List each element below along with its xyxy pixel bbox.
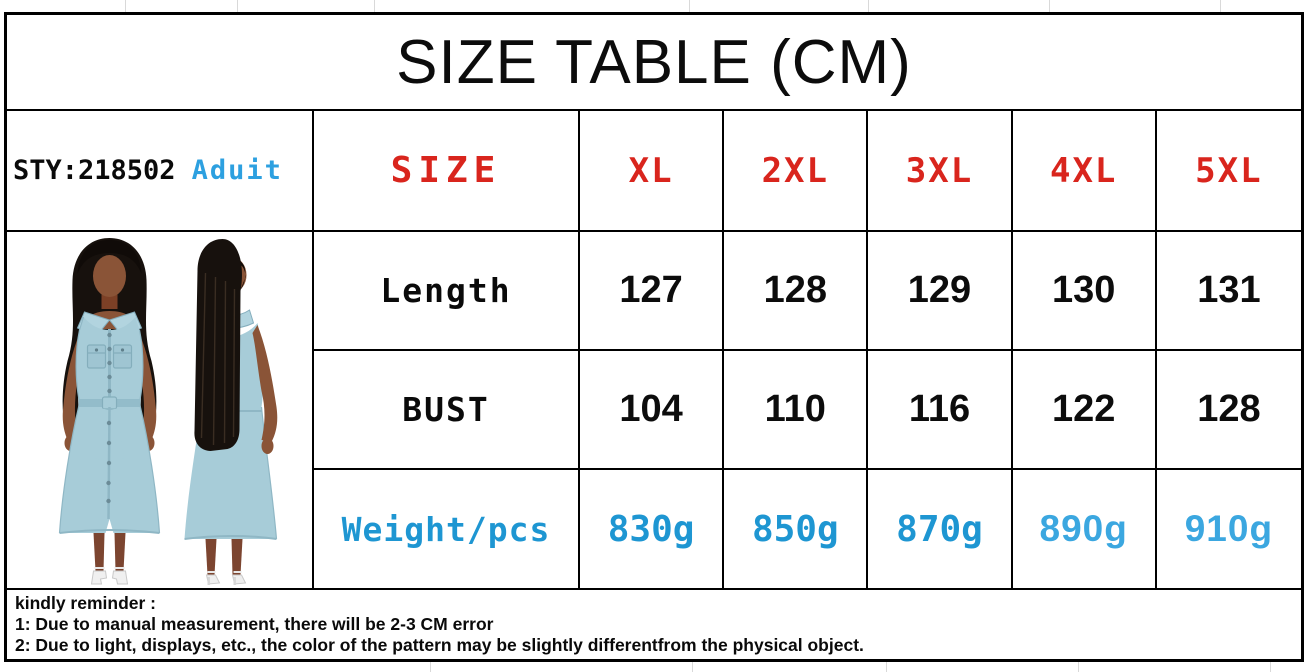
- length-5xl: 131: [1156, 232, 1301, 351]
- product-image: [58, 238, 278, 585]
- bust-4xl: 122: [1012, 351, 1157, 470]
- weight-3xl: 870g: [868, 470, 1013, 590]
- weight-5xl: 910g: [1156, 470, 1301, 590]
- model-front: [58, 238, 161, 585]
- background-gridline: [1049, 0, 1050, 12]
- column-header-3xl: 3XL: [868, 111, 1013, 232]
- background-gridline: [886, 662, 887, 672]
- row-label-length: Length: [314, 232, 580, 351]
- background-gridline: [689, 0, 690, 12]
- background-gridline: [868, 0, 869, 12]
- background-gridline: [125, 0, 126, 12]
- bust-5xl: 128: [1156, 351, 1301, 470]
- column-header-5xl: 5XL: [1156, 111, 1301, 232]
- size-table: SIZE TABLE (CM) STY:218502 Aduit SIZE XL…: [4, 12, 1304, 662]
- background-gridline: [374, 0, 375, 12]
- product-image-cell: [7, 232, 314, 590]
- table-title-cell: SIZE TABLE (CM): [7, 15, 1301, 111]
- reminder-note-2: 2: Due to light, displays, etc., the col…: [15, 635, 864, 655]
- column-header-size: SIZE: [314, 111, 580, 232]
- background-gridline: [1078, 662, 1079, 672]
- bust-2xl: 110: [724, 351, 869, 470]
- weight-4xl: 890g: [1012, 470, 1157, 590]
- length-4xl: 130: [1012, 232, 1157, 351]
- background-gridline: [1270, 662, 1271, 672]
- background-gridline: [430, 662, 431, 672]
- length-2xl: 128: [724, 232, 869, 351]
- background-gridline: [692, 662, 693, 672]
- bust-3xl: 116: [868, 351, 1013, 470]
- reminder-title: kindly reminder :: [15, 593, 157, 613]
- style-number-cell: STY:218502 Aduit: [7, 111, 314, 232]
- audience-label: Aduit: [191, 155, 283, 186]
- style-number: STY:218502: [13, 155, 176, 186]
- length-3xl: 129: [868, 232, 1013, 351]
- bust-xl: 104: [580, 351, 725, 470]
- length-xl: 127: [580, 232, 725, 351]
- reminder-note-1: 1: Due to manual measurement, there will…: [15, 614, 494, 634]
- column-header-2xl: 2XL: [724, 111, 869, 232]
- page-title: SIZE TABLE (CM): [396, 27, 912, 97]
- column-header-xl: XL: [580, 111, 725, 232]
- background-gridline: [1220, 0, 1221, 12]
- reminder-notes: kindly reminder : 1: Due to manual measu…: [7, 590, 1301, 659]
- row-label-weight: Weight/pcs: [314, 470, 580, 590]
- weight-2xl: 850g: [724, 470, 869, 590]
- background-gridline: [237, 0, 238, 12]
- column-header-4xl: 4XL: [1012, 111, 1157, 232]
- weight-xl: 830g: [580, 470, 725, 590]
- model-back: [184, 239, 278, 585]
- row-label-bust: BUST: [314, 351, 580, 470]
